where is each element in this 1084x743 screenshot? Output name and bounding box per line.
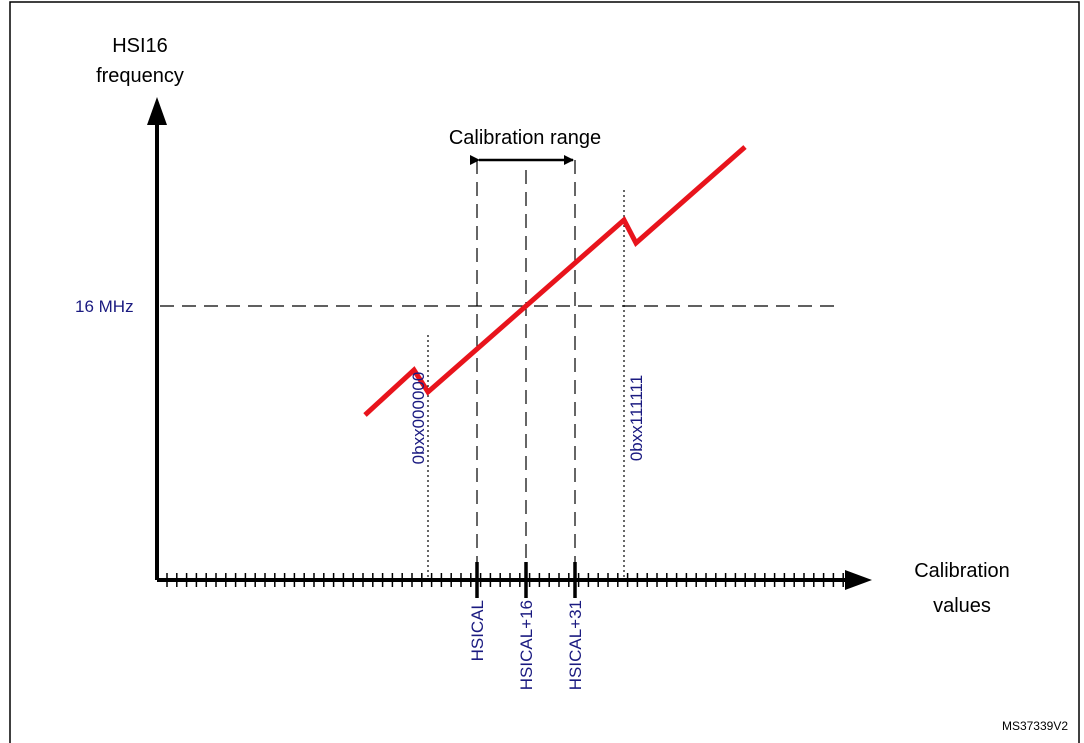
- figure-id: MS37339V2: [1002, 719, 1068, 733]
- x-label: Calibration: [914, 560, 1010, 582]
- tick-label: HSICAL+16: [517, 600, 536, 690]
- marker-label: 0bxx000000: [409, 372, 428, 465]
- tick-label: HSICAL: [468, 600, 487, 661]
- x-label: values: [933, 595, 991, 617]
- freq-label: 16 MHz: [75, 297, 134, 316]
- y-arrow: [147, 97, 167, 125]
- x-arrow: [845, 570, 872, 590]
- frame: [9, 1, 1080, 743]
- y-label: frequency: [96, 65, 184, 87]
- y-label: HSI16: [112, 35, 168, 57]
- range-label: Calibration range: [449, 127, 601, 149]
- frequency-curve: [363, 145, 747, 417]
- tick-label: HSICAL+31: [566, 600, 585, 690]
- marker-label: 0bxx111111: [627, 375, 646, 461]
